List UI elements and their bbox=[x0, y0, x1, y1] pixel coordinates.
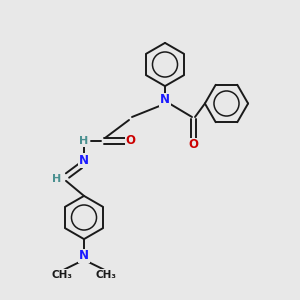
Text: O: O bbox=[188, 138, 199, 151]
Text: N: N bbox=[160, 93, 170, 106]
Text: H: H bbox=[80, 136, 88, 146]
Text: N: N bbox=[79, 154, 89, 167]
Text: H: H bbox=[52, 173, 61, 184]
Text: CH₃: CH₃ bbox=[95, 270, 116, 280]
Text: CH₃: CH₃ bbox=[52, 270, 73, 280]
Text: O: O bbox=[125, 134, 136, 148]
Text: N: N bbox=[79, 249, 89, 262]
